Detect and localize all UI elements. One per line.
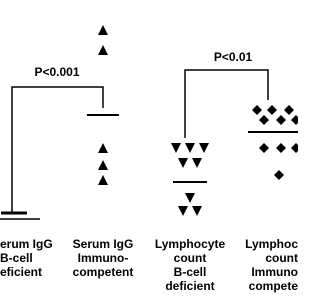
x-tick-label: count [265,251,298,265]
data-point [276,115,286,125]
x-tick-label: Lymphoc [245,237,298,251]
data-point [259,143,269,153]
data-point [171,143,181,153]
annotation: P<0.001 [34,65,79,79]
data-point [259,115,269,125]
data-point [291,143,301,153]
annotation: P<0.01 [214,50,253,64]
data-point [98,143,108,153]
data-point [199,143,209,153]
significance-bracket [184,69,269,138]
data-point [98,175,108,185]
data-point [178,206,188,216]
data-point [291,115,301,125]
significance-bracket [11,86,104,212]
x-tick-label: Serum IgG [73,237,134,251]
data-point [185,193,195,203]
x-tick-label: Immuno- [78,251,129,265]
x-tick-label: eficient [0,265,42,279]
data-point [192,158,202,168]
x-tick-label: B-cell [0,251,33,265]
data-point [98,45,108,55]
x-tick-label: erum IgG [0,237,53,251]
x-tick-label: compete [249,279,298,293]
x-tick-label: competent [73,265,134,279]
data-point [252,105,262,115]
data-point [267,105,277,115]
data-point [284,105,294,115]
x-tick-label: deficient [165,279,214,293]
data-point [98,25,108,35]
x-tick-label: Lymphocyte [155,237,226,251]
data-point [276,143,286,153]
data-point [98,160,108,170]
data-point [192,206,202,216]
x-tick-label: Immuno [251,265,298,279]
data-point [178,158,188,168]
x-tick-label: B-cell [174,265,207,279]
data-point [185,143,195,153]
x-tick-label: count [174,251,207,265]
data-point [274,170,284,180]
